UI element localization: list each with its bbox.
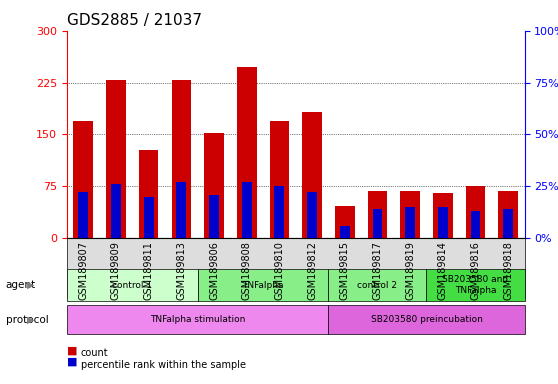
Bar	[111, 184, 121, 238]
Text: ■: ■	[67, 345, 78, 355]
Text: SB203580 and
TNFalpha: SB203580 and TNFalpha	[442, 275, 508, 295]
Bar	[204, 133, 224, 238]
Bar	[106, 81, 126, 238]
Bar	[373, 209, 382, 238]
Bar	[368, 191, 387, 238]
Bar	[335, 205, 354, 238]
Text: TNFalpha stimulation: TNFalpha stimulation	[150, 315, 246, 324]
Bar	[74, 121, 93, 238]
Bar	[470, 211, 480, 238]
Text: control 2: control 2	[358, 281, 397, 290]
Bar	[270, 121, 289, 238]
Text: control 1: control 1	[112, 281, 152, 290]
Text: protocol: protocol	[6, 314, 49, 325]
Text: count: count	[81, 348, 109, 358]
Bar	[171, 81, 191, 238]
Bar	[139, 150, 158, 238]
Bar	[400, 191, 420, 238]
Bar	[503, 209, 513, 238]
Bar	[438, 207, 448, 238]
Text: TNFalpha: TNFalpha	[242, 281, 284, 290]
Text: ▶: ▶	[27, 280, 35, 290]
Bar	[78, 192, 88, 238]
Bar	[433, 193, 453, 238]
Bar	[340, 226, 350, 238]
Bar	[176, 182, 186, 238]
Bar	[209, 195, 219, 238]
Bar	[302, 112, 322, 238]
Bar	[466, 186, 485, 238]
Bar	[307, 192, 317, 238]
Text: agent: agent	[6, 280, 36, 290]
Text: ■: ■	[67, 357, 78, 367]
Text: percentile rank within the sample: percentile rank within the sample	[81, 360, 246, 370]
Bar	[237, 67, 257, 238]
Text: GDS2885 / 21037: GDS2885 / 21037	[67, 13, 202, 28]
Text: SB203580 preincubation: SB203580 preincubation	[371, 315, 483, 324]
Bar	[498, 191, 518, 238]
Bar	[144, 197, 153, 238]
Bar	[242, 182, 252, 238]
Text: ▶: ▶	[27, 314, 35, 325]
Bar	[275, 186, 284, 238]
Bar	[405, 207, 415, 238]
